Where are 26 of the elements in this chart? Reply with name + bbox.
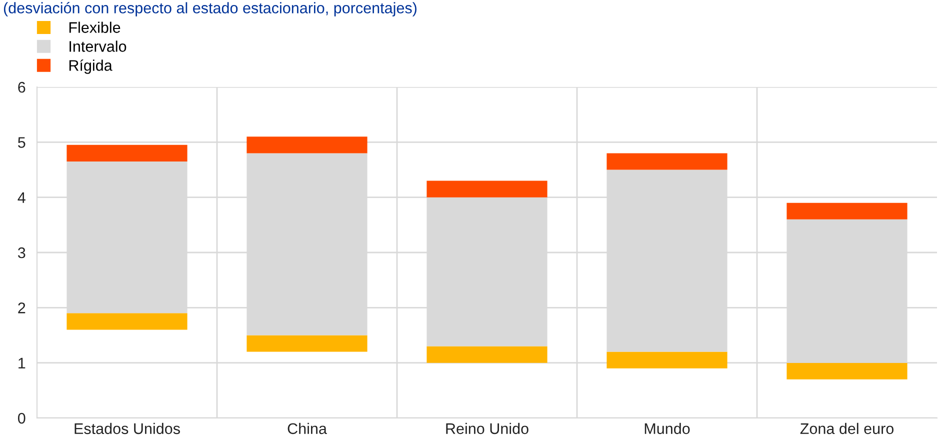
bar xyxy=(606,352,728,368)
y-tick-label: 3 xyxy=(18,247,26,258)
legend-label: Flexible xyxy=(69,22,120,33)
x-tick-label: China xyxy=(288,422,327,434)
y-tick-label: 0 xyxy=(18,412,26,424)
bar xyxy=(246,136,368,154)
bar xyxy=(786,362,908,380)
bar xyxy=(66,313,188,330)
y-tick-label: 2 xyxy=(18,302,26,314)
y-tick-label: 5 xyxy=(18,137,26,148)
x-tick-label: Zona del euro xyxy=(800,422,894,434)
bar xyxy=(66,144,188,162)
y-tick-label: 4 xyxy=(18,192,26,203)
bar xyxy=(426,346,548,363)
legend-label: Intervalo xyxy=(70,40,126,52)
bar xyxy=(786,202,908,220)
bar xyxy=(246,335,368,352)
bar xyxy=(426,180,548,198)
x-tick-label: Reino Unido xyxy=(446,422,528,434)
x-tick-label: Estados Unidos xyxy=(74,422,180,434)
x-tick-label: Mundo xyxy=(644,422,690,434)
bar xyxy=(606,153,728,170)
legend-label: Rígida xyxy=(69,59,112,74)
chart-subtitle: (desviación con respecto al estado estacionario, porcentajes) xyxy=(4,2,416,16)
y-tick-label: 6 xyxy=(18,82,26,93)
y-tick-label: 1 xyxy=(18,358,26,368)
